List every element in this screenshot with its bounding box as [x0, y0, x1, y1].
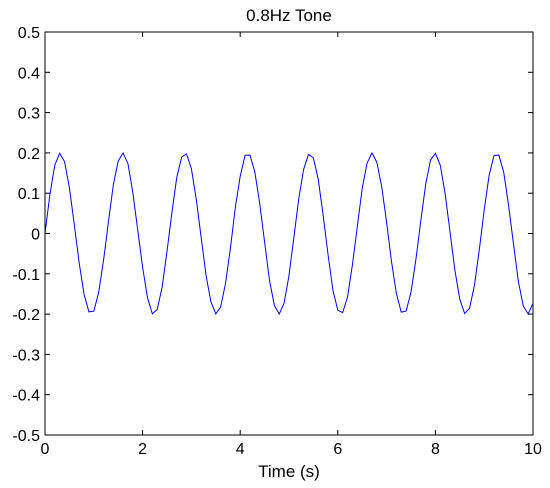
y-tick-label: -0.1 [12, 267, 40, 284]
x-axis: 0 2 4 6 8 10 [41, 32, 542, 458]
y-tick-label: 0.4 [18, 65, 40, 82]
y-tick-label: 0.3 [18, 106, 40, 123]
x-tick-label: 10 [524, 441, 542, 458]
y-tick-label: -0.2 [12, 307, 40, 324]
x-tick-label: 0 [41, 441, 50, 458]
y-tick-label: -0.4 [12, 388, 40, 405]
y-tick-label: 0 [31, 227, 40, 244]
y-tick-label: -0.3 [12, 347, 40, 364]
y-tick-label: 0.1 [18, 186, 40, 203]
y-tick-label: -0.5 [12, 428, 40, 445]
chart-title: 0.8Hz Tone [246, 6, 332, 25]
x-axis-title: Time (s) [258, 462, 320, 481]
x-tick-label: 6 [333, 441, 342, 458]
y-tick-label: 0.5 [18, 25, 40, 42]
x-tick-label: 4 [236, 441, 245, 458]
series-line-0 [44, 151, 534, 316]
y-axis: 0.5 0.4 0.3 0.2 0.1 0 -0.1 -0.2 -0.3 -0.4 -0.5 [12, 25, 533, 445]
plot-area [44, 151, 534, 316]
y-tick-label: 0.2 [18, 146, 40, 163]
x-tick-label: 8 [431, 441, 440, 458]
x-tick-label: 2 [138, 441, 147, 458]
